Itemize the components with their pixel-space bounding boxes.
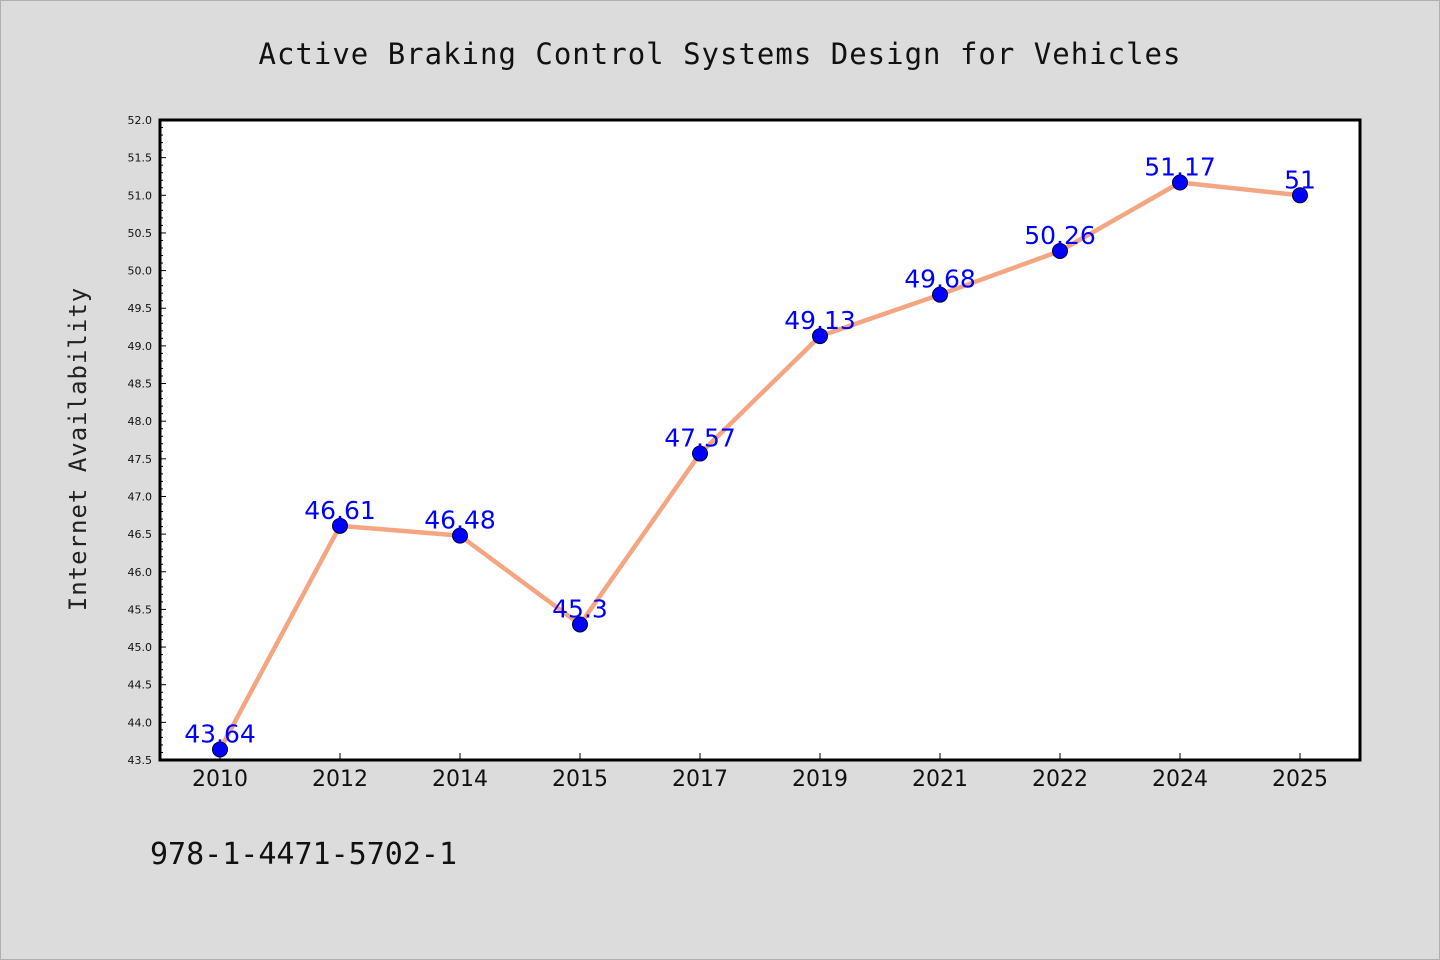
- y-tick-label: 49.5: [128, 302, 153, 315]
- x-tick-label: 2022: [1032, 767, 1088, 792]
- data-label: 49.13: [784, 306, 856, 335]
- x-tick-label: 2015: [552, 767, 608, 792]
- x-tick-label: 2021: [912, 767, 968, 792]
- y-tick-label: 45.0: [128, 641, 153, 654]
- data-label: 49.68: [904, 265, 976, 294]
- series-line: [218, 180, 1301, 751]
- y-tick-label: 50.0: [128, 265, 153, 278]
- data-label: 47.57: [664, 424, 736, 453]
- data-label: 50.26: [1024, 221, 1096, 250]
- y-tick-label: 47.0: [128, 490, 153, 503]
- y-tick-label: 50.5: [128, 227, 153, 240]
- x-tick-label: 2017: [672, 767, 728, 792]
- y-tick-label: 47.5: [128, 453, 153, 466]
- data-label: 46.48: [424, 506, 496, 535]
- chart-title: Active Braking Control Systems Design fo…: [259, 37, 1182, 71]
- x-tick-label: 2025: [1272, 767, 1328, 792]
- y-tick-label: 46.0: [128, 566, 153, 579]
- data-point: [1172, 174, 1188, 191]
- plot-area: [158, 118, 1362, 762]
- data-point: [1292, 187, 1308, 204]
- data-point: [692, 445, 708, 462]
- x-axis-ticks: 2010 2012 2014 2015 2017 2019 2021 2022 2024 2025: [192, 753, 1328, 792]
- y-axis-ticks: 43.5 44.0 44.5 45.0 45.5 46.0 46.5 47.0 47.5 48.0…: [128, 114, 166, 767]
- x-tick-label: 2019: [792, 767, 848, 792]
- series-markers: [212, 174, 1308, 758]
- y-tick-label: 43.5: [128, 754, 153, 767]
- x-tick-label: 2014: [432, 767, 488, 792]
- data-label: 45.3: [552, 594, 608, 623]
- data-point: [572, 616, 588, 633]
- y-tick-label: 51.0: [128, 189, 153, 202]
- data-label: 51: [1284, 165, 1316, 194]
- y-tick-label: 49.0: [128, 340, 153, 353]
- y-tick-label: 44.5: [128, 679, 153, 692]
- data-point: [332, 517, 348, 534]
- data-point: [212, 741, 228, 758]
- footer-isbn: 978-1-4471-5702-1: [150, 837, 457, 872]
- data-point: [1052, 243, 1068, 260]
- data-point: [452, 527, 468, 544]
- x-tick-label: 2012: [312, 767, 368, 792]
- x-tick-label: 2024: [1152, 767, 1208, 792]
- data-label: 43.64: [184, 719, 256, 748]
- y-tick-label: 44.0: [128, 716, 153, 729]
- y-tick-label: 48.0: [128, 415, 153, 428]
- data-labels: 43.64 46.61 46.48 45.3 47.57 49.13 49.68 50.26 5…: [184, 152, 1316, 748]
- y-tick-label: 48.5: [128, 378, 153, 391]
- y-tick-label: 46.5: [128, 528, 153, 541]
- data-label: 46.61: [304, 496, 376, 525]
- data-point: [932, 286, 948, 303]
- data-point: [812, 328, 828, 345]
- x-tick-label: 2010: [192, 767, 248, 792]
- y-tick-label: 51.5: [128, 152, 153, 165]
- y-tick-label: 45.5: [128, 603, 153, 616]
- data-label: 51.17: [1144, 152, 1216, 181]
- y-tick-label: 52.0: [128, 114, 153, 127]
- y-axis-label: Internet Availability: [64, 287, 92, 611]
